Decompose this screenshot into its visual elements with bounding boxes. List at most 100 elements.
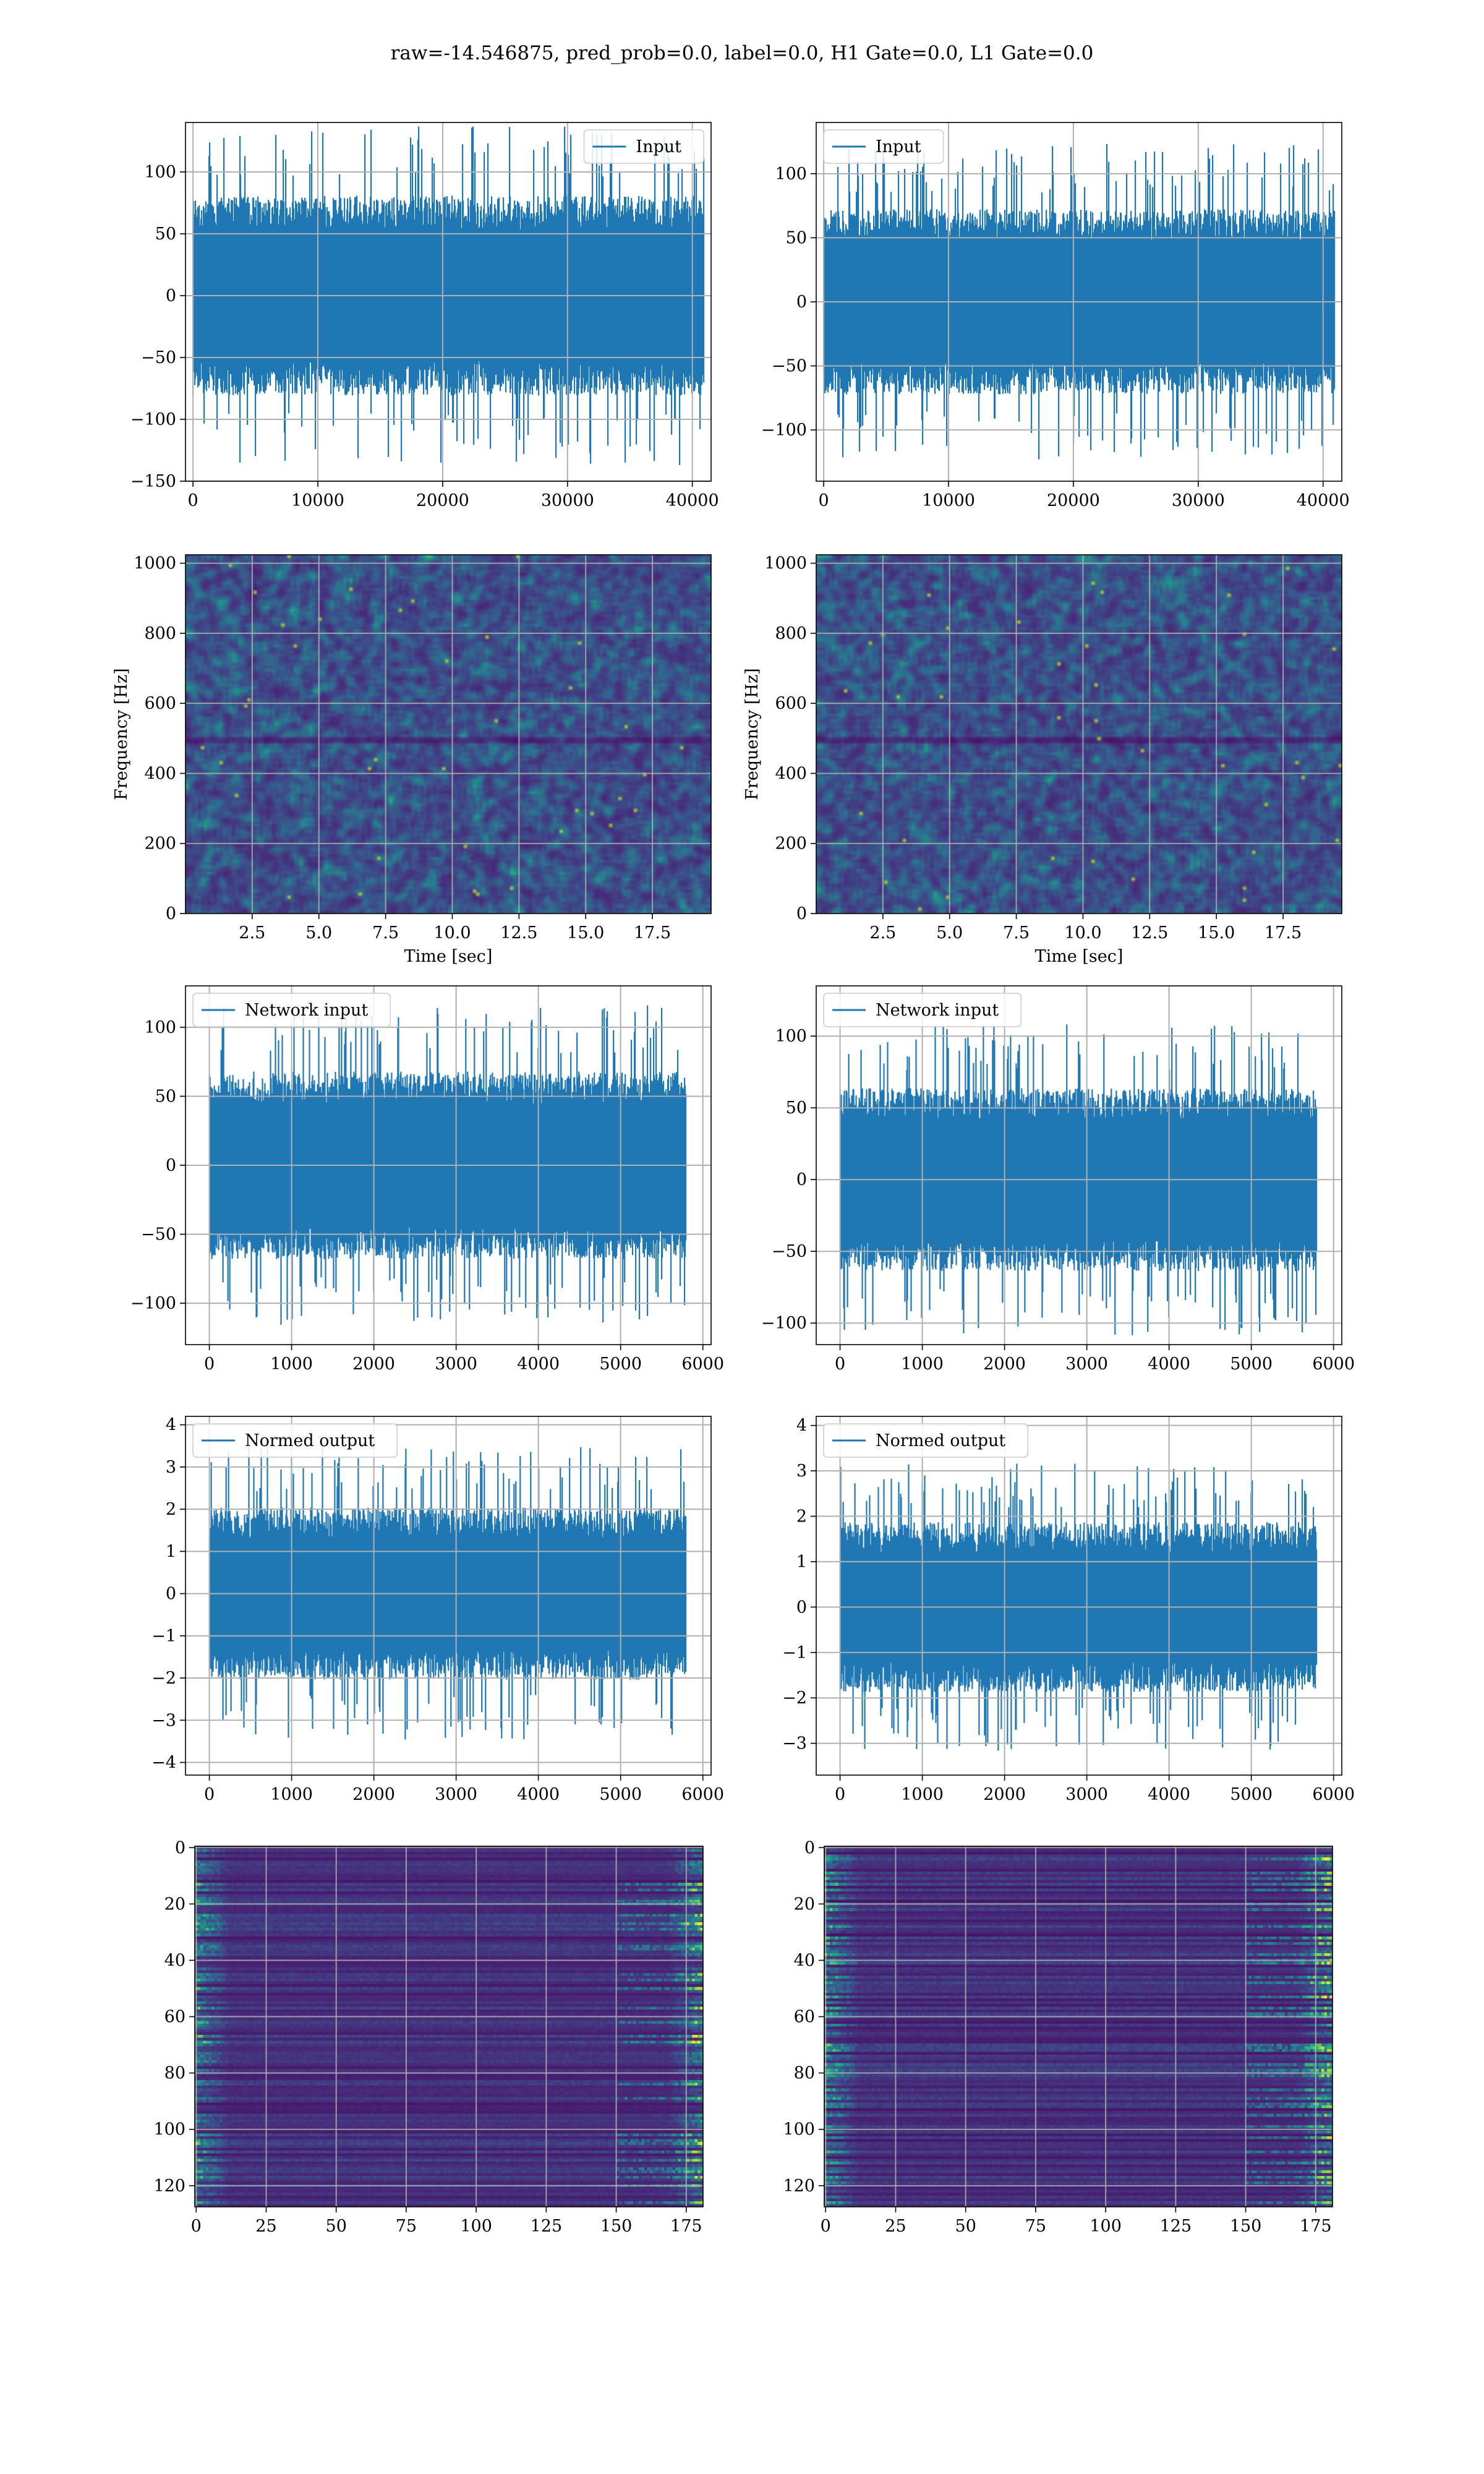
panel-row2-left: 2.5 5.0 7.5 10.0 12.5 15.0 17.5 0 200 400 600 800 10… [112,554,712,966]
x-tick-label: 0 [819,491,829,510]
y-tick-label: −3 [151,1711,176,1730]
x-tick-label: 1000 [901,1355,944,1374]
legend: Normed output [192,1423,398,1458]
x-tick-label: 0 [188,491,198,510]
grid [816,1416,1342,1775]
x-tick-label: 75 [1025,2217,1046,2236]
x-tick-label: 4000 [1148,1785,1190,1804]
x-tick-label: 0 [191,2217,202,2236]
y-tick-label: 600 [775,694,807,713]
plot-area [816,555,1342,914]
x-tick-label: 100 [460,2217,492,2236]
x-tick-label: 75 [396,2217,417,2236]
x-tick-label: 3000 [435,1355,477,1374]
grid [186,986,711,1345]
heatmap-image [824,1846,1333,2207]
axes-frame [816,554,1342,914]
y-tick-label: 100 [775,165,807,184]
plot-area [824,1846,1333,2207]
heatmap-image [195,1846,703,2207]
x-tick-label: 3000 [1065,1785,1108,1804]
legend-label: Normed output [245,1431,375,1450]
y-tick-label: 0 [796,293,807,312]
x-tick-label: 0 [821,2217,831,2236]
y-tick-label: 40 [794,1951,815,1970]
x-tick-label: 10000 [291,491,344,510]
y-tick-label: −2 [782,1689,807,1708]
y-tick-label: −1 [782,1643,807,1663]
x-axis-label: Time [sec] [404,947,493,966]
x-tick-label: 0 [835,1355,845,1374]
y-tick-label: 120 [783,2177,815,2196]
y-tick-label: −100 [130,1294,176,1313]
figure-title: raw=-14.546875, pred_prob=0.0, label=0.0… [390,42,1094,64]
y-tick-label: 4 [166,1416,176,1435]
heatmap-image [186,555,711,914]
axes-frame [824,1846,1333,2207]
x-tick-label: 25 [255,2217,276,2236]
y-tick-label: 1 [166,1542,176,1561]
y-tick-label: 2 [166,1500,176,1519]
x-tick-label: 5.0 [936,923,963,943]
x-tick-label: 2000 [983,1355,1026,1374]
y-tick-label: 80 [164,2064,186,2083]
x-tick-label: 1000 [901,1785,944,1804]
y-tick-label: 80 [794,2064,815,2083]
y-tick-label: 0 [166,286,176,306]
y-tick-label: 20 [794,1894,815,1914]
legend-box [823,1423,1029,1458]
y-tick-label: 0 [166,904,176,923]
legend-label: Input [636,137,681,156]
y-tick-label: 120 [153,2177,186,2196]
x-tick-label: 40000 [666,491,719,510]
legend: Normed output [823,1423,1029,1458]
y-tick-label: −100 [130,410,176,429]
y-tick-label: 3 [796,1462,807,1481]
panel-row5-right: 0 25 50 75 100 125 150 175 0 20 40 60 80 100 120 [783,1838,1333,2236]
y-tick-label: −100 [761,1314,807,1333]
x-tick-label: 10.0 [433,923,471,943]
y-tick-label: 50 [786,228,807,247]
x-tick-label: 3000 [435,1785,477,1804]
grid [186,1416,711,1775]
y-tick-label: 2 [796,1507,807,1526]
y-tick-label: 100 [783,2120,815,2139]
x-tick-label: 2.5 [869,923,896,943]
legend: Network input [823,993,1022,1027]
x-tick-label: 0 [204,1785,215,1804]
legend: Network input [192,993,391,1027]
x-tick-label: 6000 [681,1785,724,1804]
axes-frame [816,1416,1342,1776]
x-tick-label: 50 [955,2217,976,2236]
x-tick-label: 1000 [270,1785,313,1804]
x-tick-label: 17.5 [634,923,671,943]
y-tick-label: 800 [144,624,176,643]
legend: Input [583,129,704,164]
x-tick-label: 125 [531,2217,563,2236]
y-tick-label: 100 [775,1027,807,1046]
legend-label: Network input [876,1001,999,1020]
panel-row4-right: 0 1000 2000 3000 4000 5000 6000 4 3 2 1 0 −1 −2 −3 Norm… [782,1416,1355,1804]
y-tick-label: −50 [141,348,176,367]
y-tick-label: 50 [155,1087,176,1106]
y-tick-label: 0 [166,1156,176,1175]
grid [186,555,711,914]
panel-row3-left: 0 1000 2000 3000 4000 5000 6000 100 50 0 −50 −100 Ne… [130,985,724,1374]
y-tick-label: 400 [775,764,807,783]
y-tick-label: 0 [796,904,807,923]
grid [816,986,1342,1345]
x-tick-label: 0 [204,1355,215,1374]
y-tick-label: 400 [144,764,176,783]
y-tick-label: 60 [164,2008,186,2027]
y-tick-label: −50 [772,357,807,376]
x-tick-label: 20000 [416,491,469,510]
x-tick-label: 50 [326,2217,347,2236]
panel-row1-left: 0 10000 20000 30000 40000 100 50 0 −50 −100 −150 In… [130,122,719,510]
x-tick-label: 6000 [681,1355,724,1374]
x-tick-label: 6000 [1312,1785,1355,1804]
y-tick-label: 100 [144,163,176,182]
y-tick-label: 0 [804,1838,815,1857]
y-tick-label: −3 [782,1734,807,1753]
x-tick-label: 5000 [599,1355,642,1374]
y-tick-label: 0 [796,1598,807,1617]
